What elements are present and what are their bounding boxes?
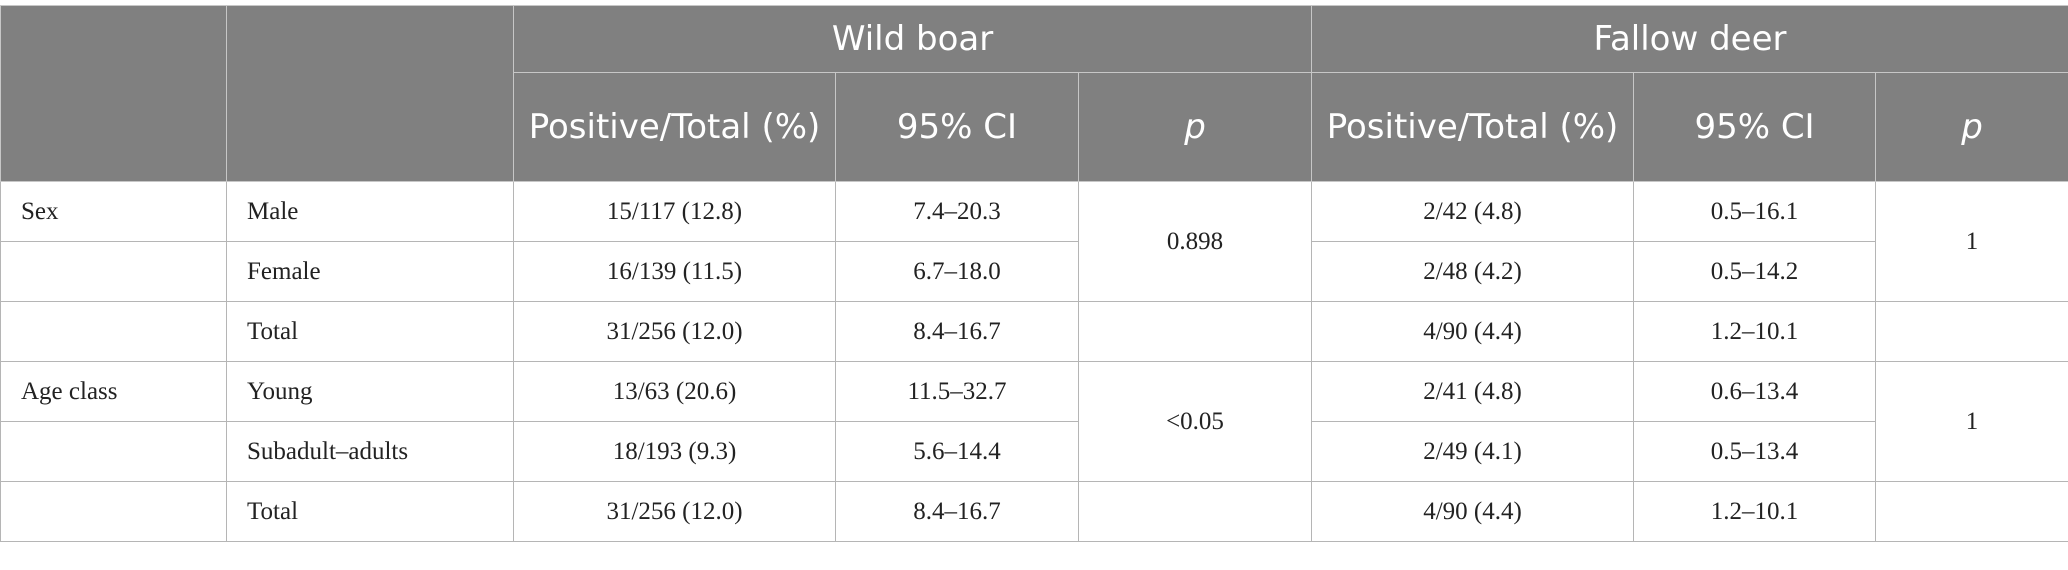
cell-category (0, 481, 227, 542)
cell-subgroup: Subadult–adults (226, 421, 514, 482)
cell-wb-ci: 7.4–20.3 (835, 181, 1079, 242)
cell-wb-p (1077, 301, 1313, 362)
cell-fd-ci: 0.5–14.2 (1633, 241, 1877, 302)
cell-fd-positive: 2/42 (4.8) (1311, 181, 1635, 242)
cell-wb-ci: 11.5–32.7 (835, 361, 1079, 422)
cell-category (0, 241, 227, 302)
cell-wb-ci: 6.7–18.0 (835, 241, 1079, 302)
results-table: Wild boar Fallow deer Positive/Total (%)… (0, 5, 2068, 542)
header-wb-positive-total: Positive/Total (%) (513, 72, 836, 182)
cell-subgroup: Total (226, 481, 514, 542)
cell-fd-p-sex: 1 (1875, 181, 2068, 302)
cell-wb-positive: 15/117 (12.8) (513, 181, 836, 242)
cell-fd-ci: 1.2–10.1 (1633, 481, 1877, 542)
cell-fd-positive: 2/49 (4.1) (1311, 421, 1635, 482)
cell-wb-positive: 31/256 (12.0) (513, 301, 836, 362)
cell-fd-positive: 4/90 (4.4) (1311, 481, 1635, 542)
header-row-columns: Positive/Total (%) 95% CI p Positive/Tot… (1, 72, 2068, 182)
cell-wb-ci: 8.4–16.7 (835, 481, 1079, 542)
cell-subgroup: Female (226, 241, 514, 302)
table-row: Age class Young 13/63 (20.6) 11.5–32.7 <… (0, 361, 2068, 482)
cell-wb-p (1077, 481, 1313, 542)
cell-fd-p (1875, 301, 2068, 362)
header-fd-ci: 95% CI (1633, 72, 1877, 182)
cell-fd-ci: 1.2–10.1 (1633, 301, 1877, 362)
cell-category (0, 421, 227, 482)
cell-subgroup: Young (226, 361, 514, 422)
cell-fd-positive: 2/48 (4.2) (1311, 241, 1635, 302)
header-fd-positive-total: Positive/Total (%) (1311, 72, 1635, 182)
table-header: Wild boar Fallow deer Positive/Total (%)… (0, 5, 2068, 182)
cell-wb-ci: 8.4–16.7 (835, 301, 1079, 362)
table-row: Total 31/256 (12.0) 8.4–16.7 4/90 (4.4) … (0, 481, 2068, 542)
cell-wb-positive: 13/63 (20.6) (513, 361, 836, 422)
cell-fd-ci: 0.5–16.1 (1633, 181, 1877, 242)
cell-fd-p-age: 1 (1875, 361, 2068, 482)
table-row: Total 31/256 (12.0) 8.4–16.7 4/90 (4.4) … (0, 301, 2068, 362)
header-wild-boar: Wild boar (512, 5, 1313, 73)
header-fd-p: p (1875, 72, 2068, 182)
cell-category: Sex (0, 181, 227, 242)
cell-wb-positive: 31/256 (12.0) (513, 481, 836, 542)
results-table-container: Wild boar Fallow deer Positive/Total (%)… (0, 5, 2068, 542)
cell-subgroup: Male (226, 181, 514, 242)
cell-wb-positive: 16/139 (11.5) (513, 241, 836, 302)
header-wb-p: p (1077, 72, 1313, 182)
cell-fd-ci: 0.5–13.4 (1633, 421, 1877, 482)
header-blank-category (0, 5, 227, 182)
cell-subgroup: Total (226, 301, 514, 362)
table-row: Female 16/139 (11.5) 6.7–18.0 2/48 (4.2)… (0, 241, 2068, 302)
table-row: Subadult–adults 18/193 (9.3) 5.6–14.4 2/… (0, 421, 2068, 482)
cell-wb-ci: 5.6–14.4 (835, 421, 1079, 482)
cell-wb-positive: 18/193 (9.3) (513, 421, 836, 482)
table-body: Sex Male 15/117 (12.8) 7.4–20.3 0.898 2/… (0, 181, 2068, 542)
cell-fd-positive: 4/90 (4.4) (1311, 301, 1635, 362)
header-row-groups: Wild boar Fallow deer (0, 5, 2068, 182)
cell-wb-p-sex: 0.898 (1077, 181, 1313, 302)
cell-category (0, 301, 227, 362)
cell-wb-p-age: <0.05 (1077, 361, 1313, 482)
cell-category: Age class (0, 361, 227, 422)
cell-fd-ci: 0.6–13.4 (1633, 361, 1877, 422)
header-blank-subgroup (226, 5, 514, 182)
header-wb-ci: 95% CI (835, 72, 1079, 182)
table-row: Sex Male 15/117 (12.8) 7.4–20.3 0.898 2/… (0, 181, 2068, 302)
cell-fd-p (1875, 481, 2068, 542)
cell-fd-positive: 2/41 (4.8) (1311, 361, 1635, 422)
header-fallow-deer: Fallow deer (1311, 5, 2068, 73)
